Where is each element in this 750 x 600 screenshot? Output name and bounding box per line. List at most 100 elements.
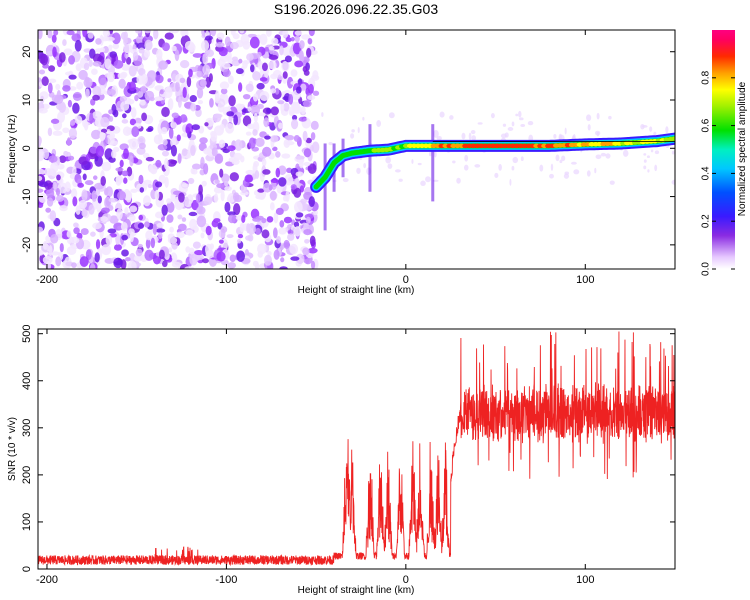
noise-speckle [321,112,324,117]
noise-cell [64,71,73,76]
noise-cell [226,111,235,117]
noise-cell [202,53,209,65]
spectrogram-y-tick-label: 20 [21,46,33,58]
noise-cell [49,210,57,222]
noise-speckle [494,172,499,178]
noise-cell [40,243,50,253]
noise-speckle [564,127,567,135]
snr-x-ticks: -200 -100 0 100 [36,329,594,586]
noise-cell [153,134,163,145]
noise-cell [224,201,231,213]
noise-cell [138,142,146,150]
noise-cell [50,233,59,244]
noise-cell [133,254,143,262]
noise-cell [91,68,98,75]
noise-cell [302,130,308,142]
noise-cell [55,256,62,267]
colorbar-tick-label: 0.8 [701,70,712,84]
noise-cell [125,192,132,203]
noise-cell [275,150,281,158]
noise-cell [111,32,121,45]
noise-cell [307,37,313,45]
noise-cell [253,113,258,123]
noise-cell [48,244,53,257]
noise-cell [123,148,129,160]
noise-cell [229,172,240,182]
noise-speckle [420,180,426,187]
noise-cell [47,82,53,94]
noise-cell [217,222,223,230]
noise-cell [222,69,231,78]
noise-cell [62,39,67,46]
noise-cell [99,47,105,53]
noise-cell [147,183,153,189]
noise-cell [156,222,164,228]
noise-cell [108,109,113,115]
noise-cell [130,107,137,119]
noise-cell [135,35,145,45]
noise-cell [112,43,120,50]
noise-cell [166,198,172,204]
noise-cell [38,168,45,176]
spectrogram-y-axis-label: Frequency (Hz) [7,115,18,184]
noise-speckle [561,155,566,162]
noise-cell [299,40,305,49]
snr-background [38,329,675,569]
noise-cell [154,96,164,102]
noise-cell [302,247,310,256]
noise-cell [312,90,320,96]
noise-cell [174,49,180,62]
noise-speckle [471,135,477,141]
noise-cell [300,105,306,115]
noise-cell [104,58,112,70]
noise-cell [40,53,48,66]
noise-cell [74,115,83,125]
noise-cell [93,175,98,180]
noise-cell [77,182,84,188]
noise-cell [121,234,128,241]
noise-cell [43,149,50,160]
noise-cell [46,197,54,207]
noise-cell [246,53,254,61]
noise-speckle [654,150,660,155]
snr-y-ticks: 0 100 200 300 400 500 [21,325,675,572]
noise-cell [84,180,94,186]
noise-cell [121,170,129,177]
noise-cell [192,241,201,249]
noise-cell [270,178,279,184]
noise-cell [221,173,230,183]
noise-cell [38,107,48,114]
noise-cell [51,34,57,43]
noise-cell [62,127,70,134]
noise-cell [83,62,90,71]
noise-cell [161,204,168,216]
noise-cell [167,98,174,111]
noise-cell [69,119,76,126]
noise-cell [263,117,270,128]
noise-cell [92,85,102,97]
noise-speckle [328,142,333,146]
noise-cell [275,207,284,216]
noise-cell [213,218,221,223]
noise-cell [128,214,136,222]
noise-cell [256,51,262,58]
noise-cell [48,65,56,72]
noise-cell [287,76,294,89]
noise-cell [213,193,219,203]
noise-speckle [596,112,600,120]
colorbar-label: Normalized spectral amplitude [737,81,748,216]
noise-cell [195,193,201,204]
noise-cell [237,234,244,239]
noise-speckle [555,154,560,162]
noise-speckle [520,124,526,128]
noise-cell [309,235,316,247]
noise-cell [38,69,46,75]
colorbar-ticks: 0.0 0.2 0.4 0.6 0.8 [701,70,735,276]
noise-speckle [509,178,512,186]
noise-cell [270,135,279,143]
noise-cell [245,169,255,175]
colorbar-tick-label: 0.6 [701,118,712,132]
noise-cell [214,90,220,102]
spectrogram-x-tick-label: 100 [576,274,594,286]
